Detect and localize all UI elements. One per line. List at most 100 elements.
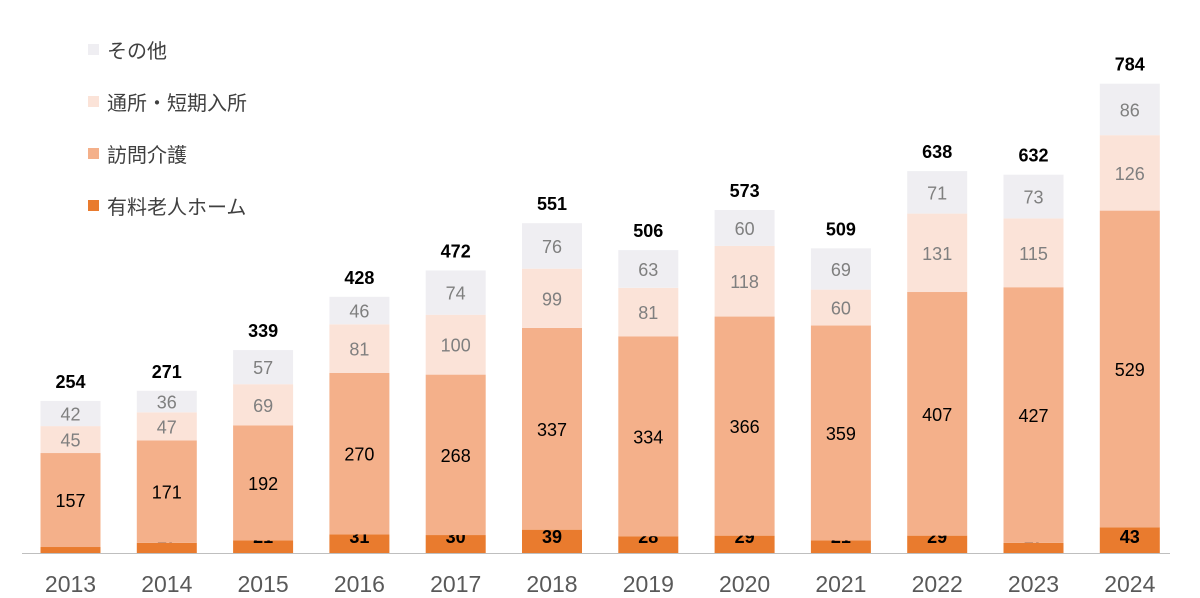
total-label-2019: 506 xyxy=(633,221,663,241)
data-label-2021-1: 359 xyxy=(826,424,856,444)
bar-segment-2014-2 xyxy=(136,412,197,441)
bar-segment-2020-2 xyxy=(714,245,775,317)
bar-segment-2021-0 xyxy=(810,540,871,553)
data-label-2023-2: 115 xyxy=(1019,244,1048,264)
legend-item-other: その他 xyxy=(88,38,247,63)
total-label-2021: 509 xyxy=(826,219,856,239)
data-label-2013-2: 45 xyxy=(60,431,80,451)
x-tick-label-2021: 2021 xyxy=(815,571,866,597)
data-label-2013-1: 157 xyxy=(55,491,85,511)
data-label-2022-1: 407 xyxy=(922,405,952,425)
data-label-2019-3: 63 xyxy=(638,260,658,280)
bar-segment-2014-3 xyxy=(136,390,197,413)
bar-segment-2013-0 xyxy=(40,547,101,553)
bar-segment-2016-3 xyxy=(329,296,390,325)
data-label-2018-3: 76 xyxy=(542,237,562,257)
data-label-2016-2: 81 xyxy=(349,340,369,360)
bar-segment-2023-3 xyxy=(1003,174,1064,219)
legend-swatch-home-care xyxy=(88,147,99,159)
bar-segment-2024-2 xyxy=(1099,135,1160,211)
data-label-2024-3: 86 xyxy=(1120,100,1140,120)
bar-segment-2024-1 xyxy=(1099,210,1160,528)
data-label-2017-3: 74 xyxy=(446,284,466,304)
x-tick-label-2013: 2013 xyxy=(45,571,96,597)
data-label-2015-1: 192 xyxy=(248,474,278,494)
x-tick-label-2015: 2015 xyxy=(238,571,289,597)
bar-segment-2022-2 xyxy=(907,213,968,293)
bar-segment-2022-0 xyxy=(907,535,968,553)
data-label-2015-3: 57 xyxy=(253,358,273,378)
bar-segment-2020-3 xyxy=(714,210,775,246)
x-tick-label-2016: 2016 xyxy=(334,571,385,597)
total-label-2017: 472 xyxy=(441,241,471,261)
bar-segment-2015-1 xyxy=(233,425,294,541)
data-label-2020-3: 60 xyxy=(735,219,755,239)
bar-segment-2022-1 xyxy=(907,292,968,536)
data-label-2024-1: 529 xyxy=(1115,360,1145,380)
legend-swatch-other xyxy=(88,43,99,55)
data-label-2018-2: 99 xyxy=(542,289,562,309)
total-label-2014: 271 xyxy=(152,362,182,382)
bar-segment-2024-3 xyxy=(1099,83,1160,136)
x-tick-label-2014: 2014 xyxy=(141,571,192,597)
legend-swatch-day-service xyxy=(88,95,99,107)
legend-item-nursing-home: 有料老人ホーム xyxy=(88,194,247,219)
data-label-2020-1: 366 xyxy=(730,417,760,437)
legend-label-nursing-home: 有料老人ホーム xyxy=(107,194,247,219)
legend: その他 通所・短期入所 訪問介護 有料老人ホーム xyxy=(88,38,247,246)
bar-segment-2019-1 xyxy=(618,336,679,537)
bar-segment-2019-0 xyxy=(618,536,679,553)
data-label-2018-0: 39 xyxy=(542,527,562,547)
legend-label-day-service: 通所・短期入所 xyxy=(107,90,247,115)
bar-segment-2024-0 xyxy=(1099,527,1160,553)
data-label-2021-2: 60 xyxy=(831,299,851,319)
bar-segment-2016-2 xyxy=(329,324,390,373)
data-label-2016-3: 46 xyxy=(349,302,369,322)
bar-segment-2018-0 xyxy=(522,529,582,553)
bar-segment-2021-3 xyxy=(810,248,871,290)
data-label-2018-1: 337 xyxy=(537,420,567,440)
legend-label-other: その他 xyxy=(107,38,167,63)
data-label-2015-2: 69 xyxy=(253,396,273,416)
bar-segment-2018-2 xyxy=(522,268,582,328)
data-label-2016-1: 270 xyxy=(344,445,374,465)
bar-segment-2023-0 xyxy=(1003,542,1064,553)
data-label-2021-3: 69 xyxy=(831,260,851,280)
data-label-2022-2: 131 xyxy=(922,244,952,264)
bar-segment-2020-0 xyxy=(714,535,775,553)
total-label-2015: 339 xyxy=(248,321,278,341)
bar-segment-2015-3 xyxy=(233,350,294,385)
data-label-2014-3: 36 xyxy=(157,393,177,413)
x-tick-label-2017: 2017 xyxy=(430,571,481,597)
bar-segment-2021-2 xyxy=(810,289,871,326)
bar-segment-2015-0 xyxy=(233,540,294,553)
total-label-2020: 573 xyxy=(730,181,760,201)
legend-item-home-care: 訪問介護 xyxy=(88,142,247,167)
data-label-2014-1: 171 xyxy=(152,483,182,503)
legend-item-day-service: 通所・短期入所 xyxy=(88,90,247,115)
x-tick-label-2024: 2024 xyxy=(1104,571,1155,597)
bar-segment-2014-1 xyxy=(136,440,197,543)
data-label-2017-2: 100 xyxy=(441,336,471,356)
x-tick-label-2023: 2023 xyxy=(1008,571,1059,597)
total-label-2018: 551 xyxy=(537,194,567,214)
bar-segment-2014-0 xyxy=(136,542,197,553)
bar-segment-2023-2 xyxy=(1003,218,1064,288)
total-label-2022: 638 xyxy=(922,142,952,162)
bar-segment-2022-3 xyxy=(907,171,968,214)
bar-segment-2019-2 xyxy=(618,287,679,337)
bar-segment-2017-2 xyxy=(425,314,486,375)
x-tick-label-2022: 2022 xyxy=(912,571,963,597)
bar-segment-2021-1 xyxy=(810,325,871,541)
bar-segment-2017-1 xyxy=(425,374,486,536)
data-label-2023-1: 427 xyxy=(1018,406,1048,426)
data-label-2024-2: 126 xyxy=(1115,164,1145,184)
bar-segment-2017-0 xyxy=(425,535,486,553)
bar-segment-2016-0 xyxy=(329,534,390,553)
bar-segment-2017-3 xyxy=(425,270,486,315)
data-label-2019-2: 81 xyxy=(638,303,658,323)
total-label-2016: 428 xyxy=(344,268,374,288)
data-label-2022-3: 71 xyxy=(927,183,947,203)
x-tick-label-2018: 2018 xyxy=(526,571,577,597)
